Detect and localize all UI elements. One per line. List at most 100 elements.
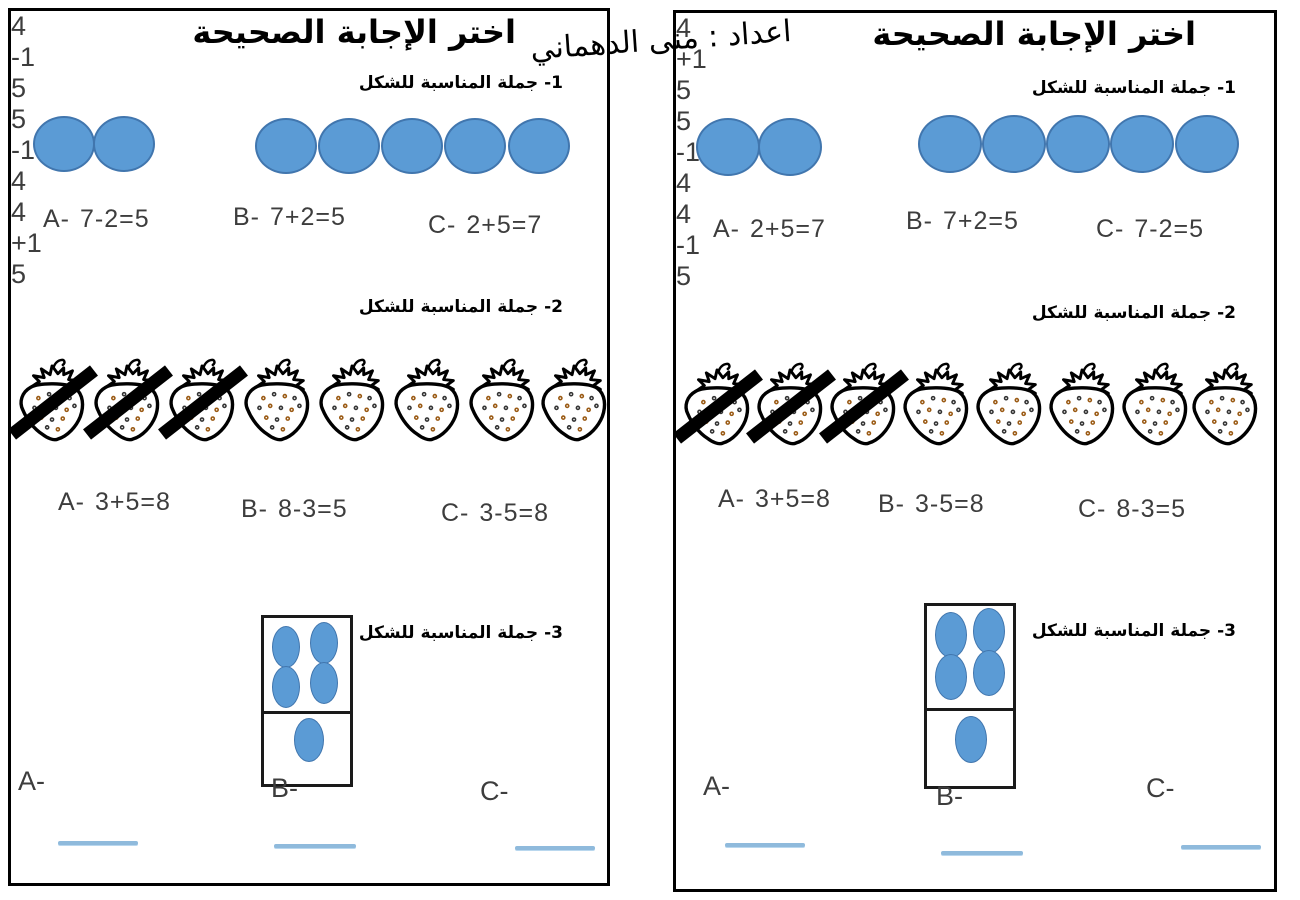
option-expression: 2+5=7 <box>750 215 826 243</box>
option-expression: 3-5=8 <box>479 499 550 527</box>
answer-option[interactable]: B- 7+2=5 <box>233 203 346 232</box>
result-number: 4 <box>676 168 692 198</box>
counter-circle <box>1110 115 1174 173</box>
result-number: 4 <box>11 166 27 196</box>
domino-dot <box>294 718 324 762</box>
counter-circle <box>444 118 506 174</box>
option-expression: 7-2=5 <box>1134 215 1205 243</box>
answer-line <box>58 841 138 845</box>
answer-option[interactable]: B- 8-3=5 <box>241 495 348 524</box>
counter-circle <box>982 115 1046 173</box>
option-letter: A- <box>718 485 745 513</box>
strawberry-icon <box>464 356 542 448</box>
option-letter: C- <box>441 499 470 527</box>
answer-line <box>274 844 356 848</box>
counter-circle <box>33 116 95 172</box>
question-2-label: 2- جملة المناسبة للشكل <box>1031 303 1236 323</box>
question-3-label: 3- جملة المناسبة للشكل <box>1031 621 1236 641</box>
answer-option-arithmetic[interactable]: C- 4 -1 5 <box>676 199 1274 849</box>
answer-option[interactable]: C- 8-3=5 <box>1078 495 1186 524</box>
answer-option[interactable]: A- 7-2=5 <box>43 205 150 234</box>
answer-line <box>515 846 595 850</box>
option-expression: 2+5=7 <box>466 211 543 239</box>
strawberry-icon <box>1117 360 1195 452</box>
answer-line <box>1181 845 1261 849</box>
answer-option[interactable]: C- 3-5=8 <box>441 499 549 528</box>
top-number: 4 <box>676 13 692 43</box>
domino-dot <box>935 612 967 658</box>
option-letter: B- <box>878 490 905 518</box>
counter-circle <box>93 116 155 172</box>
counter-circle <box>696 118 760 176</box>
worksheet-panel-left: اختر الإجابة الصحيحة 1- جملة المناسبة لل… <box>8 8 610 886</box>
domino-dot <box>272 666 300 708</box>
counter-circle <box>1175 115 1239 173</box>
answer-option[interactable]: A- 2+5=7 <box>713 215 826 244</box>
domino-divider <box>926 708 1014 711</box>
answer-option[interactable]: B- 7+2=5 <box>906 207 1019 236</box>
worksheet-panel-right: اختر الإجابة الصحيحة 1- جملة المناسبة لل… <box>673 10 1277 892</box>
answer-option[interactable]: C- 2+5=7 <box>428 211 542 240</box>
domino-dot <box>973 608 1005 654</box>
domino-figure <box>924 603 1016 789</box>
result-number: 5 <box>676 75 692 105</box>
answer-option[interactable]: A- 3+5=8 <box>718 485 831 514</box>
option-expression: 3+5=8 <box>755 485 831 513</box>
operation-number: +1 <box>676 44 707 74</box>
counter-circle <box>918 115 982 173</box>
operation-number: -1 <box>11 135 36 165</box>
option-letter: B- <box>233 203 260 231</box>
option-expression: 7+2=5 <box>943 207 1019 235</box>
question-3-label: 3- جملة المناسبة للشكل <box>358 623 563 643</box>
option-letter: A- <box>18 766 45 796</box>
answer-option[interactable]: C- 7-2=5 <box>1096 215 1204 244</box>
answer-option-arithmetic[interactable]: A- 4 +1 5 <box>676 13 1274 847</box>
top-number: 4 <box>676 199 692 229</box>
option-letter: C- <box>1078 495 1107 523</box>
option-letter: C- <box>1146 773 1175 803</box>
operation-number: -1 <box>676 230 701 260</box>
result-number: 5 <box>676 261 692 291</box>
answer-option-arithmetic[interactable]: C- 4 +1 5 <box>11 197 607 850</box>
answer-line <box>725 843 805 847</box>
domino-dot <box>310 622 338 664</box>
domino-dot <box>310 662 338 704</box>
domino-dot <box>272 626 300 668</box>
strawberry-icon <box>898 360 976 452</box>
option-letter: B- <box>271 773 298 803</box>
domino-dot <box>955 716 987 763</box>
option-letter: B- <box>241 495 268 523</box>
strawberry-icon <box>1187 360 1265 452</box>
counter-circle <box>758 118 822 176</box>
answer-option[interactable]: B- 3-5=8 <box>878 490 985 519</box>
counter-circle <box>1046 115 1110 173</box>
strawberry-icon <box>389 356 467 448</box>
top-number: 4 <box>11 197 27 227</box>
option-expression: 8-3=5 <box>1116 495 1187 523</box>
strawberry-icon <box>314 356 392 448</box>
operation-number: +1 <box>11 228 42 258</box>
option-letter: A- <box>703 771 730 801</box>
strawberry-icon <box>239 356 317 448</box>
option-letter: A- <box>43 205 70 233</box>
answer-option[interactable]: A- 3+5=8 <box>58 488 171 517</box>
option-letter: A- <box>713 215 740 243</box>
answer-option-arithmetic[interactable]: B- 5 -1 4 <box>11 104 607 848</box>
answer-line <box>941 851 1023 855</box>
answer-option-arithmetic[interactable]: A- 4 -1 5 <box>11 11 607 845</box>
option-expression: 7+2=5 <box>270 203 346 231</box>
question-1-label: 1- جملة المناسبة للشكل <box>358 73 563 93</box>
top-number: 5 <box>676 106 692 136</box>
counter-circle <box>508 118 570 174</box>
top-number: 4 <box>11 11 27 41</box>
option-letter: A- <box>58 488 85 516</box>
result-number: 5 <box>11 73 27 103</box>
domino-dot <box>973 650 1005 696</box>
option-expression: 3-5=8 <box>915 490 985 518</box>
strawberry-icon <box>1044 360 1122 452</box>
strawberry-icon <box>536 356 614 448</box>
strawberry-icon <box>971 360 1049 452</box>
counter-circle <box>381 118 443 174</box>
domino-divider <box>263 711 351 714</box>
